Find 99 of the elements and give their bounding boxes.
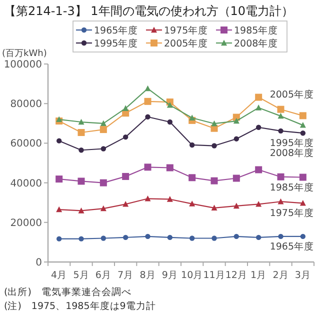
- point: [233, 118, 240, 124]
- point: [167, 234, 173, 240]
- point: [100, 236, 106, 241]
- x-tick-label: 2月: [272, 270, 289, 281]
- point: [56, 176, 63, 183]
- y-tick-label: 80000: [10, 99, 42, 110]
- point: [232, 174, 240, 182]
- point: [278, 198, 284, 204]
- point: [100, 205, 106, 212]
- point: [278, 112, 284, 119]
- text: (出所) 電気事業連合会調べ: [4, 286, 132, 298]
- point: [256, 124, 262, 130]
- point: [300, 122, 306, 128]
- point: [166, 196, 173, 202]
- point: [56, 236, 62, 242]
- text: 2005年度: [270, 90, 314, 101]
- point: [78, 178, 85, 185]
- x-tick-label: 4月: [51, 270, 68, 281]
- point: [188, 174, 196, 182]
- chart-title: 【第214-1-3】 1年間の電気の使われ方（10電力計）: [4, 4, 294, 18]
- point: [78, 148, 84, 153]
- point: [144, 98, 152, 105]
- point: [212, 236, 217, 241]
- point: [299, 112, 306, 120]
- text: (注) 1975、1985年度は9電力計: [4, 300, 156, 312]
- x-tick-label: 12月: [225, 270, 248, 281]
- legend-label: 1965年度: [94, 24, 138, 36]
- point: [256, 200, 262, 207]
- point: [189, 236, 195, 241]
- point: [144, 164, 152, 171]
- point: [145, 114, 150, 120]
- legend-label: 1995年度: [94, 38, 138, 50]
- point: [210, 177, 218, 184]
- x-tick-label: 7月: [118, 270, 134, 281]
- y-tick-label: 0: [36, 258, 42, 268]
- point: [277, 173, 284, 180]
- point: [255, 94, 262, 101]
- point: [189, 114, 196, 120]
- point: [100, 179, 107, 186]
- point: [100, 120, 106, 126]
- text: 1995年度: [270, 138, 314, 150]
- point: [166, 164, 174, 172]
- point: [211, 204, 218, 211]
- point: [211, 120, 218, 126]
- legend-label: 1985年度: [234, 24, 278, 36]
- point: [166, 102, 173, 108]
- x-tick-label: 3月: [294, 270, 311, 281]
- point: [100, 146, 106, 152]
- y-tick-label: 60000: [10, 138, 42, 150]
- text: 1965年度: [270, 241, 314, 252]
- legend-label: 1975年度: [164, 24, 208, 36]
- point: [278, 234, 284, 240]
- x-tick-label: 1月: [250, 270, 267, 281]
- point: [300, 130, 306, 136]
- y-axis-title: (百万kWh): [2, 49, 47, 59]
- legend-label: 2005年度: [164, 38, 208, 50]
- point: [234, 234, 240, 240]
- point: [122, 105, 129, 111]
- point: [56, 116, 62, 122]
- point: [189, 142, 195, 148]
- point: [122, 134, 128, 140]
- x-tick-label: 5月: [73, 270, 90, 281]
- point: [78, 208, 84, 214]
- point: [78, 236, 84, 242]
- point: [78, 118, 84, 125]
- point: [122, 234, 128, 240]
- point: [299, 174, 306, 181]
- point: [300, 234, 306, 240]
- point: [300, 200, 306, 206]
- x-tick-label: 6月: [95, 270, 112, 281]
- y-tick-label: 100000: [4, 60, 42, 70]
- x-tick-label: 10月: [181, 270, 204, 281]
- text: 1975年度: [270, 208, 314, 220]
- point: [122, 200, 129, 207]
- point: [277, 106, 284, 113]
- point: [122, 172, 130, 180]
- text: 1985年度: [270, 182, 314, 194]
- point: [144, 85, 151, 92]
- point: [167, 119, 173, 125]
- point: [56, 206, 62, 212]
- x-tick-label: 9月: [162, 270, 178, 281]
- x-tick-label: 8月: [140, 270, 156, 281]
- point: [256, 104, 262, 110]
- y-tick-label: 40000: [10, 178, 42, 190]
- point: [145, 234, 150, 240]
- point: [100, 126, 107, 134]
- point: [56, 138, 62, 144]
- legend-label: 2008年度: [234, 38, 278, 50]
- point: [234, 136, 240, 142]
- point: [255, 166, 262, 174]
- text: 2008年度: [270, 148, 314, 160]
- point: [233, 202, 240, 209]
- y-tick-label: 20000: [10, 218, 42, 229]
- point: [212, 143, 217, 148]
- point: [189, 200, 196, 206]
- point: [256, 234, 262, 240]
- point: [78, 129, 85, 136]
- x-tick-label: 11月: [203, 270, 226, 281]
- point: [278, 128, 284, 134]
